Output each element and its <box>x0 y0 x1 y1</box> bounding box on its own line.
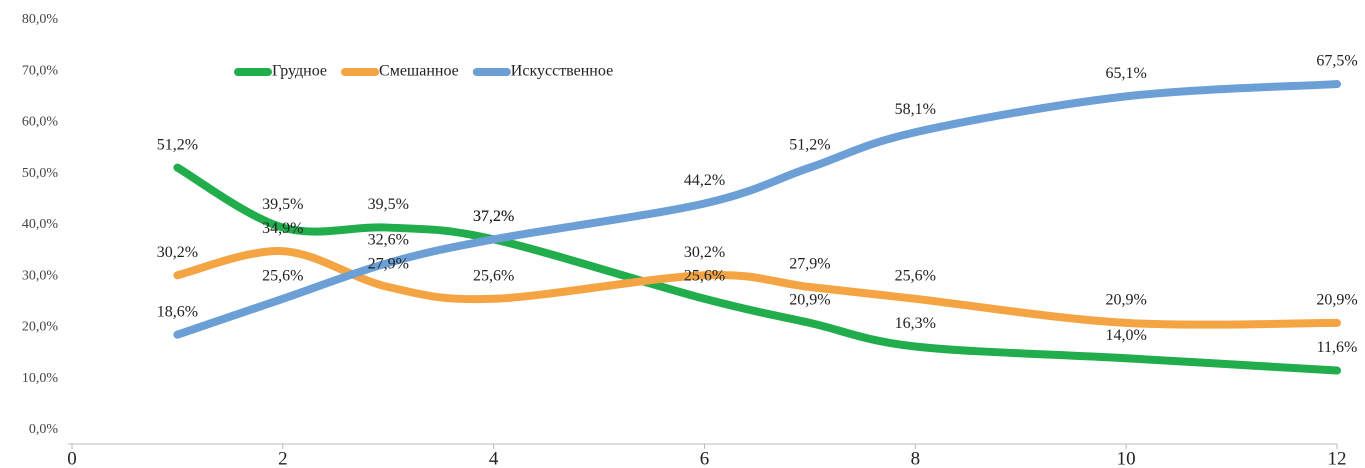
legend-label: Грудное <box>272 63 327 80</box>
y-tick-label: 0,0% <box>29 422 59 437</box>
series-line <box>173 80 1341 339</box>
data-label: 37,2% <box>473 208 514 225</box>
data-label: 25,6% <box>473 267 514 284</box>
y-tick-label: 60,0% <box>22 115 59 130</box>
data-label: 34,9% <box>262 220 303 237</box>
y-tick-label: 40,0% <box>22 217 59 232</box>
legend-label: Смешанное <box>379 63 459 80</box>
y-tick-label: 10,0% <box>22 371 59 386</box>
data-label: 30,2% <box>684 244 725 261</box>
series-line <box>173 163 1341 375</box>
y-tick-label: 30,0% <box>22 268 59 283</box>
data-label: 16,3% <box>895 315 936 332</box>
data-label: 65,1% <box>1106 65 1147 82</box>
series-line <box>173 247 1341 329</box>
data-label: 27,9% <box>368 256 409 273</box>
x-tick-label: 4 <box>489 448 499 468</box>
y-tick-label: 50,0% <box>22 166 59 181</box>
data-label: 20,9% <box>1316 292 1357 309</box>
data-label: 20,9% <box>1106 292 1147 309</box>
x-tick-label: 6 <box>700 448 710 468</box>
data-label: 27,9% <box>789 256 830 273</box>
data-label: 25,6% <box>684 267 725 284</box>
legend-label: Искусственное <box>511 63 613 80</box>
data-label: 67,5% <box>1316 53 1357 70</box>
y-tick-label: 20,0% <box>22 320 59 335</box>
x-tick-label: 2 <box>278 448 288 468</box>
data-label: 25,6% <box>262 267 303 284</box>
data-label: 11,6% <box>1317 339 1358 356</box>
data-label: 39,5% <box>368 196 409 213</box>
x-tick-label: 0 <box>67 448 77 468</box>
data-label: 32,6% <box>368 232 409 249</box>
data-label: 25,6% <box>895 267 936 284</box>
data-label: 58,1% <box>895 101 936 118</box>
x-tick-label: 8 <box>911 448 921 468</box>
y-tick-label: 80,0% <box>22 12 59 27</box>
data-label: 44,2% <box>684 172 725 189</box>
data-label: 14,0% <box>1106 327 1147 344</box>
x-tick-label: 10 <box>1117 448 1136 468</box>
y-tick-label: 70,0% <box>22 63 59 78</box>
data-label: 30,2% <box>157 244 198 261</box>
data-label: 18,6% <box>157 303 198 320</box>
x-tick-label: 12 <box>1328 448 1347 468</box>
data-label: 39,5% <box>262 196 303 213</box>
data-label: 51,2% <box>789 136 830 153</box>
data-label: 37,2% <box>473 208 514 225</box>
data-label: 20,9% <box>789 292 830 309</box>
data-label: 51,2% <box>157 136 198 153</box>
